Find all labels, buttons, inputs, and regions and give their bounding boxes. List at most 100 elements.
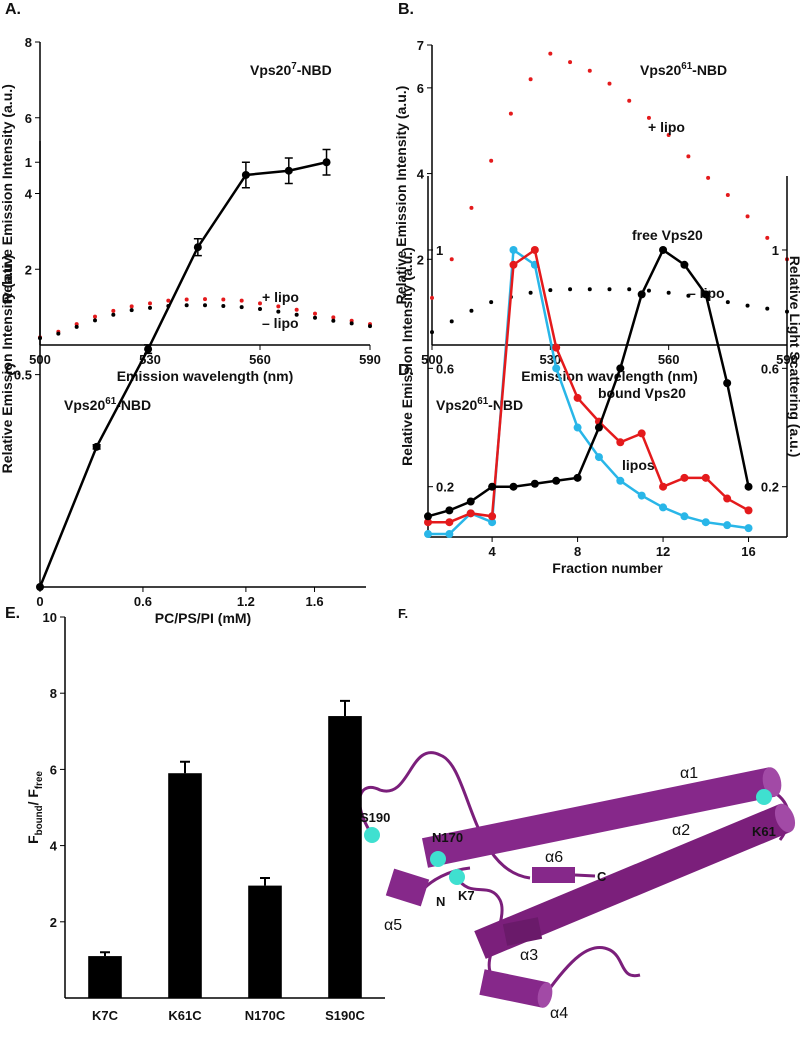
point (445, 518, 454, 527)
series-label: free Vps20 (632, 227, 703, 243)
y-tick-label: 6 (50, 762, 57, 777)
point (349, 321, 354, 326)
residue-label: S190 (360, 810, 390, 825)
x-tick-label: S190C (325, 1008, 365, 1023)
y-tick-label: 2 (417, 252, 424, 267)
protein-structure: F. α1 α2 α3 α4 α5 α6 C N K61 S190 N170 (358, 606, 796, 1022)
point (659, 503, 668, 512)
point (93, 314, 97, 319)
residue-label: K61 (752, 824, 776, 839)
helix (385, 868, 430, 907)
residue-label: N170 (432, 830, 463, 845)
point (765, 235, 770, 240)
helix (479, 969, 548, 1008)
point (144, 345, 153, 354)
series-line (428, 247, 749, 536)
series-label: – lipo (262, 315, 299, 331)
y-tick-label: 2 (50, 915, 57, 930)
point (744, 482, 753, 491)
y-tick-label: 8 (50, 686, 57, 701)
text-part: Vps20 (64, 397, 105, 413)
series-label: lipos (622, 457, 655, 473)
point (587, 68, 592, 73)
coil (543, 945, 641, 996)
point (744, 506, 753, 515)
point (723, 379, 732, 388)
y-tick-label: 8 (25, 35, 32, 50)
point (148, 305, 152, 310)
point (93, 318, 97, 323)
y2-tick-label: 0.2 (761, 480, 779, 495)
series-line (428, 247, 750, 524)
point (528, 77, 533, 82)
point (659, 245, 668, 254)
x-tick-label: 12 (656, 544, 670, 559)
point (616, 476, 625, 485)
text-part: 7 (291, 61, 297, 72)
point (509, 482, 518, 491)
point (56, 331, 61, 336)
bar (248, 885, 282, 998)
text-part: -NBD (297, 62, 332, 78)
point (148, 301, 152, 306)
chart-title: Vps207-NBD (250, 61, 332, 78)
point (184, 303, 189, 308)
x-tick-label: 4 (488, 544, 496, 559)
text-part: -NBD (488, 397, 523, 413)
point (239, 305, 244, 310)
point (313, 311, 317, 316)
point (92, 442, 101, 451)
point (203, 303, 207, 308)
point (637, 491, 646, 500)
helix-cap (537, 982, 553, 1008)
y-tick-label: 0.6 (436, 361, 454, 376)
point (552, 343, 561, 352)
point (111, 308, 116, 313)
point (449, 257, 454, 262)
helix-cap (762, 767, 782, 797)
point (239, 298, 244, 303)
helix-label: α6 (545, 849, 563, 866)
y-axis-label: Fbound/ Ffree (25, 771, 45, 844)
series-label: + lipo (648, 119, 685, 135)
y-tick-label: 6 (25, 111, 32, 126)
y-tick-label: 1 (436, 243, 443, 258)
point (637, 290, 646, 299)
series-label: + lipo (262, 289, 299, 305)
series-label: bound Vps20 (598, 385, 686, 401)
point (552, 476, 561, 485)
point (594, 423, 603, 432)
point (424, 512, 432, 521)
y-tick-label: 4 (417, 167, 425, 182)
point (568, 287, 573, 292)
point (573, 393, 582, 402)
x-axis-label: Emission wavelength (nm) (117, 368, 294, 384)
point (552, 364, 561, 373)
point (530, 245, 539, 254)
point (449, 319, 454, 324)
x-tick-label: 560 (249, 352, 271, 367)
text-part: Vps20 (640, 62, 681, 78)
helix-label: α1 (680, 765, 698, 782)
point (203, 297, 207, 302)
point (508, 111, 513, 116)
point (765, 306, 770, 311)
x-tick-label: N170C (245, 1008, 286, 1023)
text-part: / F (25, 789, 41, 806)
helix-label: α2 (672, 822, 690, 839)
point (488, 482, 497, 491)
terminus-label: N (436, 894, 445, 909)
point (221, 297, 226, 302)
chart-title: Vps2061-NBD (64, 396, 151, 413)
point (607, 81, 612, 86)
helix (421, 767, 776, 868)
point (680, 473, 689, 482)
bar (328, 716, 362, 998)
point (284, 166, 293, 175)
point (294, 307, 299, 312)
text-part: bound (34, 805, 45, 835)
x-tick-label: 8 (574, 544, 581, 559)
panel-label: F. (398, 606, 408, 621)
point (313, 315, 317, 320)
